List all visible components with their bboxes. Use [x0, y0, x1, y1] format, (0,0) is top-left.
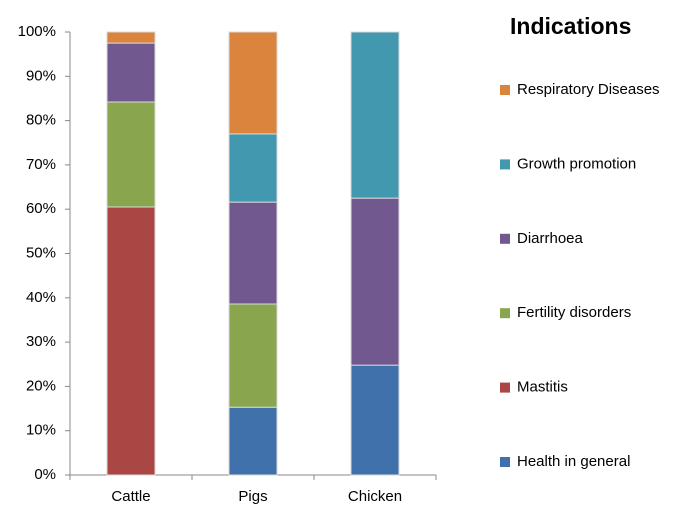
legend-swatch: [500, 308, 510, 319]
legend-label: Fertility disorders: [517, 304, 631, 321]
bar-segment: [228, 31, 278, 135]
y-tick-label: 70%: [26, 156, 56, 173]
y-tick-label: 50%: [26, 244, 56, 261]
y-tick-label: 60%: [26, 200, 56, 217]
legend-label: Growth promotion: [517, 155, 636, 172]
bar-segment: [228, 133, 278, 203]
bar-segment: [106, 31, 156, 44]
bar-segment: [350, 364, 400, 476]
legend-label: Health in general: [517, 453, 630, 470]
legend-swatch: [500, 382, 510, 393]
y-tick-label: 40%: [26, 289, 56, 306]
legend-swatch: [500, 457, 510, 467]
legend-label: Diarrhoea: [517, 230, 584, 247]
legend-swatch: [500, 159, 510, 170]
bar-segment: [350, 31, 400, 199]
y-tick-label: 30%: [26, 333, 56, 350]
bar-segment: [106, 42, 156, 103]
y-tick-label: 100%: [18, 23, 56, 40]
bar-segment: [106, 101, 156, 208]
legend-label: Mastitis: [517, 379, 568, 396]
bar-segment: [228, 406, 278, 476]
x-tick-label: Pigs: [238, 488, 267, 505]
bar-segment: [106, 206, 156, 476]
y-tick-label: 90%: [26, 67, 56, 84]
x-tick-label: Cattle: [111, 488, 150, 505]
bar-segment: [350, 197, 400, 366]
x-tick-label: Chicken: [348, 488, 402, 505]
legend-title: Indications: [510, 13, 631, 39]
legend-swatch: [500, 233, 510, 244]
bar-segment: [228, 303, 278, 408]
legend-swatch: [500, 85, 510, 95]
y-tick-label: 80%: [26, 112, 56, 129]
legend-label: Respiratory Diseases: [517, 81, 660, 98]
y-tick-label: 10%: [26, 422, 56, 439]
y-tick-label: 0%: [34, 466, 56, 483]
y-tick-label: 20%: [26, 377, 56, 394]
bar-segment: [228, 201, 278, 305]
